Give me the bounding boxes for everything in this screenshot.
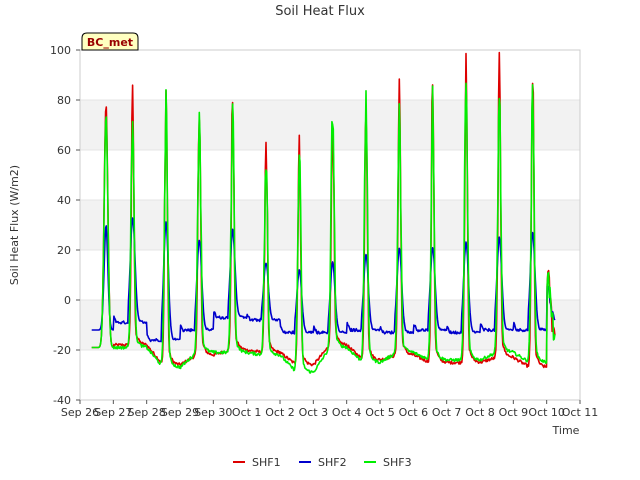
x-tick-label: Oct 10 <box>528 406 565 419</box>
y-tick-label: -40 <box>53 394 71 407</box>
x-tick-label: Oct 3 <box>299 406 329 419</box>
site-label: BC_met <box>87 36 133 49</box>
background-band <box>80 50 580 100</box>
y-tick-label: 0 <box>64 294 71 307</box>
y-tick-label: 100 <box>50 44 71 57</box>
plot-frame <box>79 49 581 401</box>
legend-label-shf1: SHF1 <box>252 456 281 469</box>
x-tick-label: Sep 29 <box>161 406 199 419</box>
chart-title: Soil Heat Flux <box>275 4 365 19</box>
x-tick-label: Oct 7 <box>432 406 462 419</box>
y-tick-label: 60 <box>57 144 71 157</box>
x-tick-label: Sep 26 <box>61 406 99 419</box>
x-tick-label: Oct 9 <box>499 406 529 419</box>
x-axis-label: Time <box>552 424 580 437</box>
x-tick-label: Sep 30 <box>194 406 232 419</box>
x-tick-label: Oct 8 <box>465 406 495 419</box>
x-tick-label: Oct 11 <box>562 406 599 419</box>
x-tick-label: Oct 2 <box>265 406 295 419</box>
site-label-background <box>81 32 139 51</box>
legend-label-shf3: SHF3 <box>383 456 412 469</box>
legend: SHF1 SHF2 SHF3 <box>233 456 412 469</box>
series-layer <box>91 51 556 374</box>
background-band <box>80 350 580 400</box>
x-tick-label: Oct 1 <box>232 406 262 419</box>
y-axis-label: Soil Heat Flux (W/m2) <box>8 165 21 285</box>
legend-label-shf2: SHF2 <box>318 456 347 469</box>
y-tick-label: 20 <box>57 244 71 257</box>
y-tick-label: 40 <box>57 194 71 207</box>
x-tick-label: Sep 28 <box>128 406 166 419</box>
background-band <box>80 100 580 150</box>
y-tick-label: -20 <box>53 344 71 357</box>
y-axis-ticks: -40 -20 0 20 40 60 80 100 <box>50 44 80 407</box>
series-line-shf3 <box>91 82 556 374</box>
x-tick-label: Sep 27 <box>94 406 132 419</box>
y-tick-label: 80 <box>57 94 71 107</box>
site-label-box: BC_met <box>81 32 139 51</box>
x-tick-label: Oct 4 <box>332 406 362 419</box>
x-tick-label: Oct 5 <box>365 406 395 419</box>
x-tick-label: Oct 6 <box>399 406 429 419</box>
background-band <box>80 150 580 200</box>
